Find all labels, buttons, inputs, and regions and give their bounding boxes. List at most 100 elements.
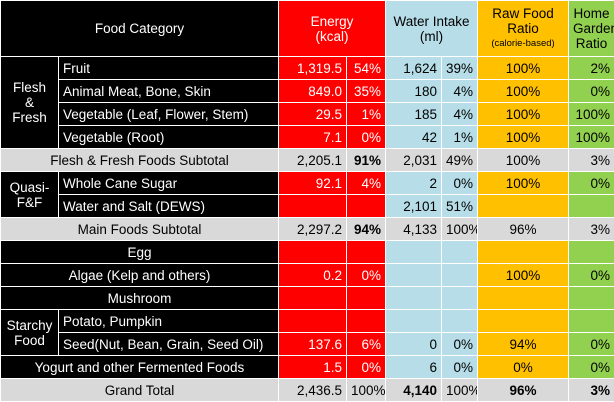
item: Main Foods Subtotal	[1, 218, 279, 241]
garden-ratio: 0%	[569, 172, 614, 195]
water-value: 0	[386, 333, 442, 356]
water-share: 100%	[442, 218, 478, 241]
water-value	[386, 264, 442, 287]
raw-ratio: 96%	[478, 218, 569, 241]
energy-value: 2,297.2	[279, 218, 347, 241]
energy-value: 0.2	[279, 264, 347, 287]
energy-value: 2,205.1	[279, 149, 347, 172]
energy-share: 94%	[347, 218, 386, 241]
header-text: (calorie-based)	[482, 36, 564, 51]
raw-ratio	[478, 195, 569, 218]
raw-ratio: 100%	[478, 172, 569, 195]
garden-ratio	[569, 195, 614, 218]
water-share	[442, 241, 478, 264]
garden-ratio	[569, 241, 614, 264]
energy-value	[279, 195, 347, 218]
water-share: 4%	[442, 80, 478, 103]
garden-ratio: 0%	[569, 80, 614, 103]
header-energy: Energy (kcal)	[279, 1, 386, 57]
garden-ratio	[569, 310, 614, 333]
energy-share: 54%	[347, 57, 386, 80]
item: Animal Meat, Bone, Skin	[59, 80, 279, 103]
water-share: 51%	[442, 195, 478, 218]
water-value: 2,031	[386, 149, 442, 172]
header-raw: Raw Food Ratio (calorie-based)	[478, 1, 569, 57]
energy-share	[347, 310, 386, 333]
energy-value: 1,319.5	[279, 57, 347, 80]
water-value: 185	[386, 103, 442, 126]
header-text: Water Intake	[390, 14, 473, 29]
water-share: 0%	[442, 356, 478, 379]
header-category: Food Category	[1, 1, 279, 57]
item: Egg	[1, 241, 279, 264]
item: Grand Total	[1, 379, 279, 402]
energy-value	[279, 287, 347, 310]
group-text: Food	[5, 333, 54, 348]
energy-value: 92.1	[279, 172, 347, 195]
header-text: Ratio	[482, 21, 564, 36]
energy-share	[347, 287, 386, 310]
water-value	[386, 241, 442, 264]
header-water: Water Intake (ml)	[386, 1, 478, 57]
water-value: 42	[386, 126, 442, 149]
water-share: 1%	[442, 126, 478, 149]
garden-ratio: 100%	[569, 103, 614, 126]
group-text: Fresh	[5, 110, 54, 125]
header-text: Energy	[283, 14, 381, 29]
garden-ratio: 0%	[569, 264, 614, 287]
water-value: 4,140	[386, 379, 442, 402]
water-value: 6	[386, 356, 442, 379]
header-text: Ratio	[573, 36, 610, 51]
item: Yogurt and other Fermented Foods	[1, 356, 279, 379]
header-text: (kcal)	[283, 29, 381, 44]
item: Vegetable (Root)	[59, 126, 279, 149]
item: Algae (Kelp and others)	[1, 264, 279, 287]
energy-share: 6%	[347, 333, 386, 356]
group-text: F&F	[5, 195, 54, 210]
raw-ratio: 100%	[478, 80, 569, 103]
garden-ratio	[569, 287, 614, 310]
water-share: 39%	[442, 57, 478, 80]
water-share	[442, 287, 478, 310]
header-garden: Home Garden Ratio	[569, 1, 614, 57]
item: Mushroom	[1, 287, 279, 310]
water-value: 2	[386, 172, 442, 195]
garden-ratio: 3%	[569, 149, 614, 172]
group-text: &	[5, 95, 54, 110]
energy-share: 1%	[347, 103, 386, 126]
water-value: 180	[386, 80, 442, 103]
garden-ratio: 0%	[569, 333, 614, 356]
energy-value: 7.1	[279, 126, 347, 149]
water-share	[442, 310, 478, 333]
table-row: Egg	[1, 241, 614, 264]
water-share: 0%	[442, 333, 478, 356]
energy-share: 35%	[347, 80, 386, 103]
energy-share: 91%	[347, 149, 386, 172]
water-value	[386, 287, 442, 310]
table-header: Food Category Energy (kcal) Water Intake…	[1, 1, 614, 57]
group-text: Flesh	[5, 80, 54, 95]
energy-value	[279, 241, 347, 264]
group-text: Starchy	[5, 318, 54, 333]
energy-value: 2,436.5	[279, 379, 347, 402]
raw-ratio: 94%	[478, 333, 569, 356]
item: Seed(Nut, Bean, Grain, Seed Oil)	[59, 333, 279, 356]
garden-ratio: 3%	[569, 218, 614, 241]
water-value	[386, 310, 442, 333]
item: Vegetable (Leaf, Flower, Stem)	[59, 103, 279, 126]
garden-ratio: 0%	[569, 356, 614, 379]
